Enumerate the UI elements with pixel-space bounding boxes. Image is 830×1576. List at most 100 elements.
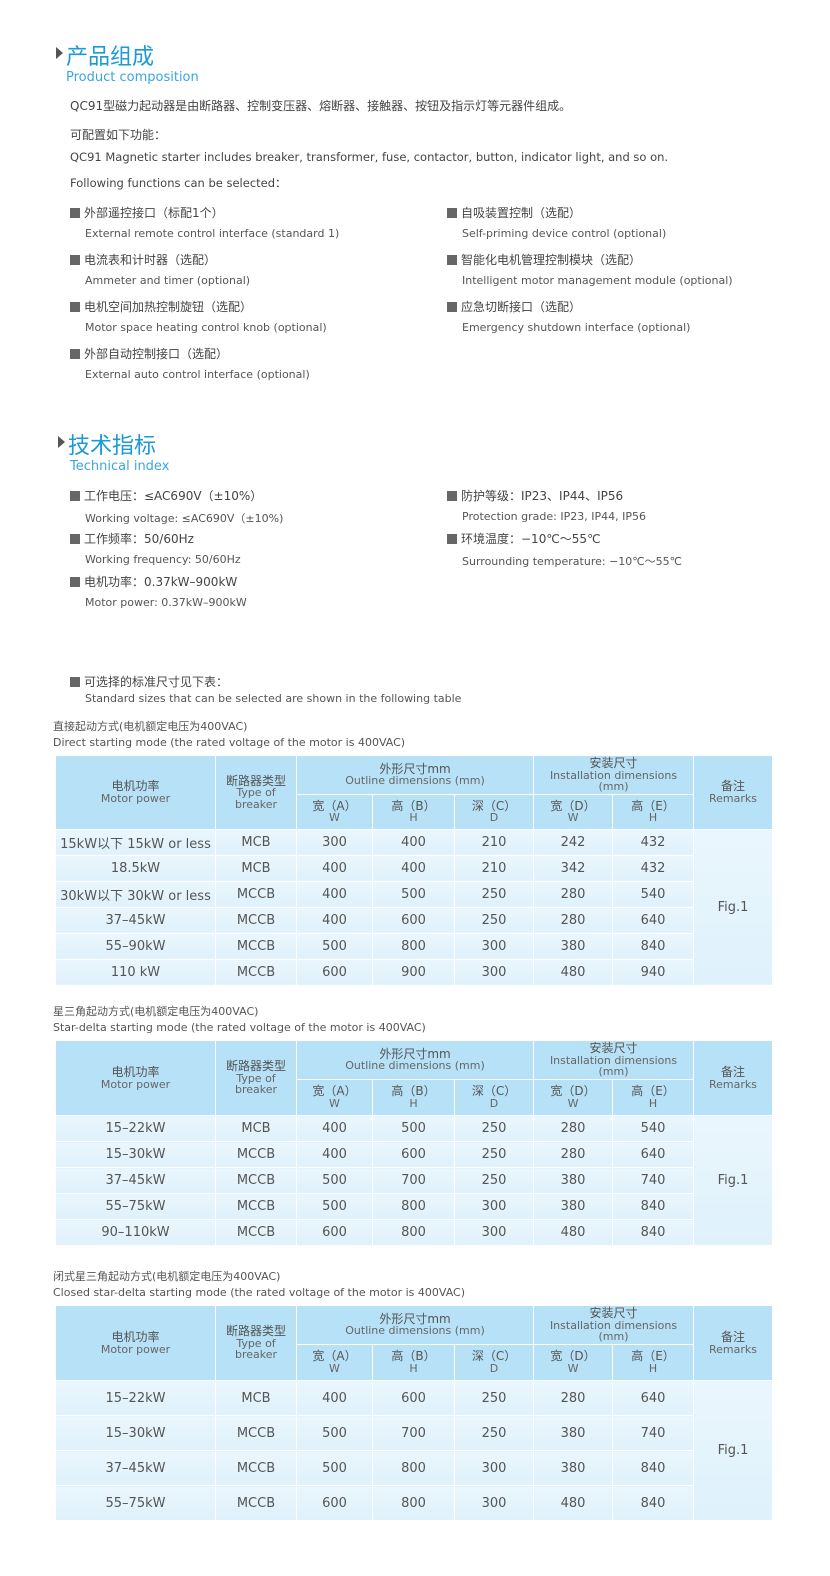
- table-cell: 37–45kW: [55, 1167, 216, 1195]
- table-cell: 600: [296, 958, 373, 986]
- table-cell: 15–22kW: [55, 1380, 216, 1417]
- table-row: 15–22kW MCB 400 500 250 280 540 Fig.1: [55, 1115, 774, 1247]
- tech-right: 防护等级：IP23、IP44、IP56 Protection grade: IP2…: [447, 487, 682, 573]
- feature-item: 智能化电机管理控制模块（选配） Intelligent motor managem…: [447, 251, 733, 298]
- table-cell: 250: [453, 880, 535, 908]
- table-cell: 400: [372, 854, 455, 882]
- feature-item: 自吸装置控制（选配） Self-priming device control (o…: [447, 204, 733, 251]
- feature-cn: 电流表和计时器（选配）: [84, 253, 217, 267]
- table-cell: MCCB: [215, 1141, 297, 1169]
- feature-cn: 外部自动控制接口（选配）: [84, 347, 229, 361]
- table-cell: 280: [533, 1141, 614, 1169]
- table-cell: 400: [296, 1141, 373, 1169]
- feature-en: Protection grade: IP23, IP44, IP56: [462, 510, 646, 523]
- col-power: 电机功率 Motor power: [55, 1039, 216, 1117]
- table-caption-en: Closed star-delta starting mode (the rat…: [53, 1286, 466, 1299]
- square-bullet-icon: [447, 208, 457, 218]
- square-bullet-icon: [70, 349, 80, 359]
- table-cell: 342: [533, 854, 614, 882]
- feature-en: Ammeter and timer (optional): [85, 274, 251, 287]
- table-cell: 250: [453, 906, 535, 934]
- table-cell: 300: [453, 1193, 535, 1221]
- col-e: 高（E） H: [612, 1078, 695, 1117]
- square-bullet-icon: [447, 491, 457, 501]
- table-cell: 250: [453, 1380, 535, 1417]
- table-cell: 500: [296, 932, 373, 960]
- col-b: 高（B） H: [372, 793, 455, 830]
- dimensions-table: 电机功率 Motor power 断路器类型 Type of breaker 外形尺…: [55, 1304, 774, 1522]
- table-caption-cn: 直接起动方式(电机额定电压为400VAC): [53, 720, 248, 733]
- table-caption-en: Direct starting mode (the rated voltage …: [53, 736, 406, 749]
- remark-cell: Fig.1: [693, 1115, 774, 1247]
- square-bullet-icon: [70, 255, 80, 265]
- table-cell: 800: [372, 932, 455, 960]
- table-cell: 300: [453, 1450, 535, 1487]
- table-cell: 37–45kW: [55, 906, 216, 934]
- table-cell: 700: [372, 1167, 455, 1195]
- table-cell: 840: [612, 932, 695, 960]
- table-cell: 37–45kW: [55, 1450, 216, 1487]
- table-cell: 800: [372, 1450, 455, 1487]
- table-cell: 300: [453, 1485, 535, 1522]
- col-breaker: 断路器类型 Type of breaker: [215, 755, 297, 830]
- col-install: 安装尺寸 Installation dimensions (mm): [533, 755, 695, 795]
- table-cell: 640: [612, 1141, 695, 1169]
- feature-en: Surrounding temperature: −10℃～55℃: [462, 555, 682, 568]
- square-bullet-icon: [70, 577, 80, 587]
- col-a: 宽（A） W: [296, 1078, 373, 1117]
- feature-en: Intelligent motor management module (opt…: [462, 274, 733, 287]
- table-cell: 500: [296, 1415, 373, 1452]
- square-bullet-icon: [447, 534, 457, 544]
- col-outline: 外形尺寸mm Outline dimensions (mm): [295, 755, 535, 795]
- feature-cn: 工作电压：≤AC690V（±10%）: [84, 489, 263, 503]
- col-outline: 外形尺寸mm Outline dimensions (mm): [295, 1305, 535, 1345]
- table-cell: 432: [612, 854, 695, 882]
- table-cell: 110 kW: [55, 958, 216, 986]
- feature-cn: 防护等级：IP23、IP44、IP56: [461, 489, 624, 503]
- table-cell: 540: [612, 880, 695, 908]
- table-row: 30kW以下 30kW or less MCCB 400 500 250 280 540: [55, 880, 773, 908]
- table-cell: 500: [296, 1167, 373, 1195]
- square-bullet-icon: [447, 302, 457, 312]
- feature-item: 应急切断接口（选配） Emergency shutdown interface (…: [447, 298, 733, 345]
- table-cell: MCCB: [215, 1485, 297, 1522]
- config-en: Following functions can be selected：: [70, 176, 287, 190]
- table-cell: MCB: [215, 1380, 297, 1417]
- table-cell: 840: [612, 1219, 695, 1247]
- table-cell: 840: [612, 1485, 695, 1522]
- col-d: 宽（D） W: [533, 1343, 614, 1382]
- col-b: 高（B） H: [372, 1343, 455, 1382]
- triangle-bullet-icon: [56, 47, 63, 59]
- table-row: 90–110kW MCCB 600 800 300 480 840: [55, 1219, 773, 1247]
- square-bullet-icon: [70, 208, 80, 218]
- table-cell: 500: [296, 1193, 373, 1221]
- table-cell: 600: [296, 1485, 373, 1522]
- square-bullet-icon: [70, 677, 80, 687]
- table-cell: 640: [612, 906, 695, 934]
- table-cell: 380: [533, 932, 614, 960]
- table-cell: MCCB: [215, 1219, 297, 1247]
- feature-cn: 环境温度：−10℃～55℃: [461, 532, 601, 546]
- sizes-en: Standard sizes that can be selected are …: [85, 692, 462, 705]
- remark-cell: Fig.1: [693, 1380, 774, 1522]
- table-cell: 840: [612, 1193, 695, 1221]
- table-row: 15–22kW MCB 400 600 250 280 640 Fig.1: [55, 1380, 774, 1522]
- section-subtitle: Technical index: [70, 459, 170, 474]
- table-cell: 250: [453, 1141, 535, 1169]
- table-cell: 740: [612, 1167, 695, 1195]
- table-caption-cn: 星三角起动方式(电机额定电压为400VAC): [53, 1005, 259, 1018]
- section-title: 产品组成: [66, 45, 155, 70]
- table-cell: 15–22kW: [55, 1115, 216, 1143]
- table-cell: MCCB: [215, 880, 297, 908]
- table-cell: 900: [372, 958, 455, 986]
- table-cell: 55–75kW: [55, 1485, 216, 1522]
- table-cell: 640: [612, 1380, 695, 1417]
- table-cell: 600: [372, 906, 455, 934]
- table-cell: 400: [296, 854, 373, 882]
- table-cell: 600: [296, 1219, 373, 1247]
- col-remarks: 备注 Remarks: [693, 1304, 774, 1382]
- triangle-bullet-icon: [58, 436, 65, 448]
- feature-item: 电机功率：0.37kW–900kW Motor power: 0.37kW–900…: [70, 573, 283, 616]
- table-cell: 480: [533, 1219, 614, 1247]
- col-install: 安装尺寸 Installation dimensions (mm): [533, 1040, 695, 1080]
